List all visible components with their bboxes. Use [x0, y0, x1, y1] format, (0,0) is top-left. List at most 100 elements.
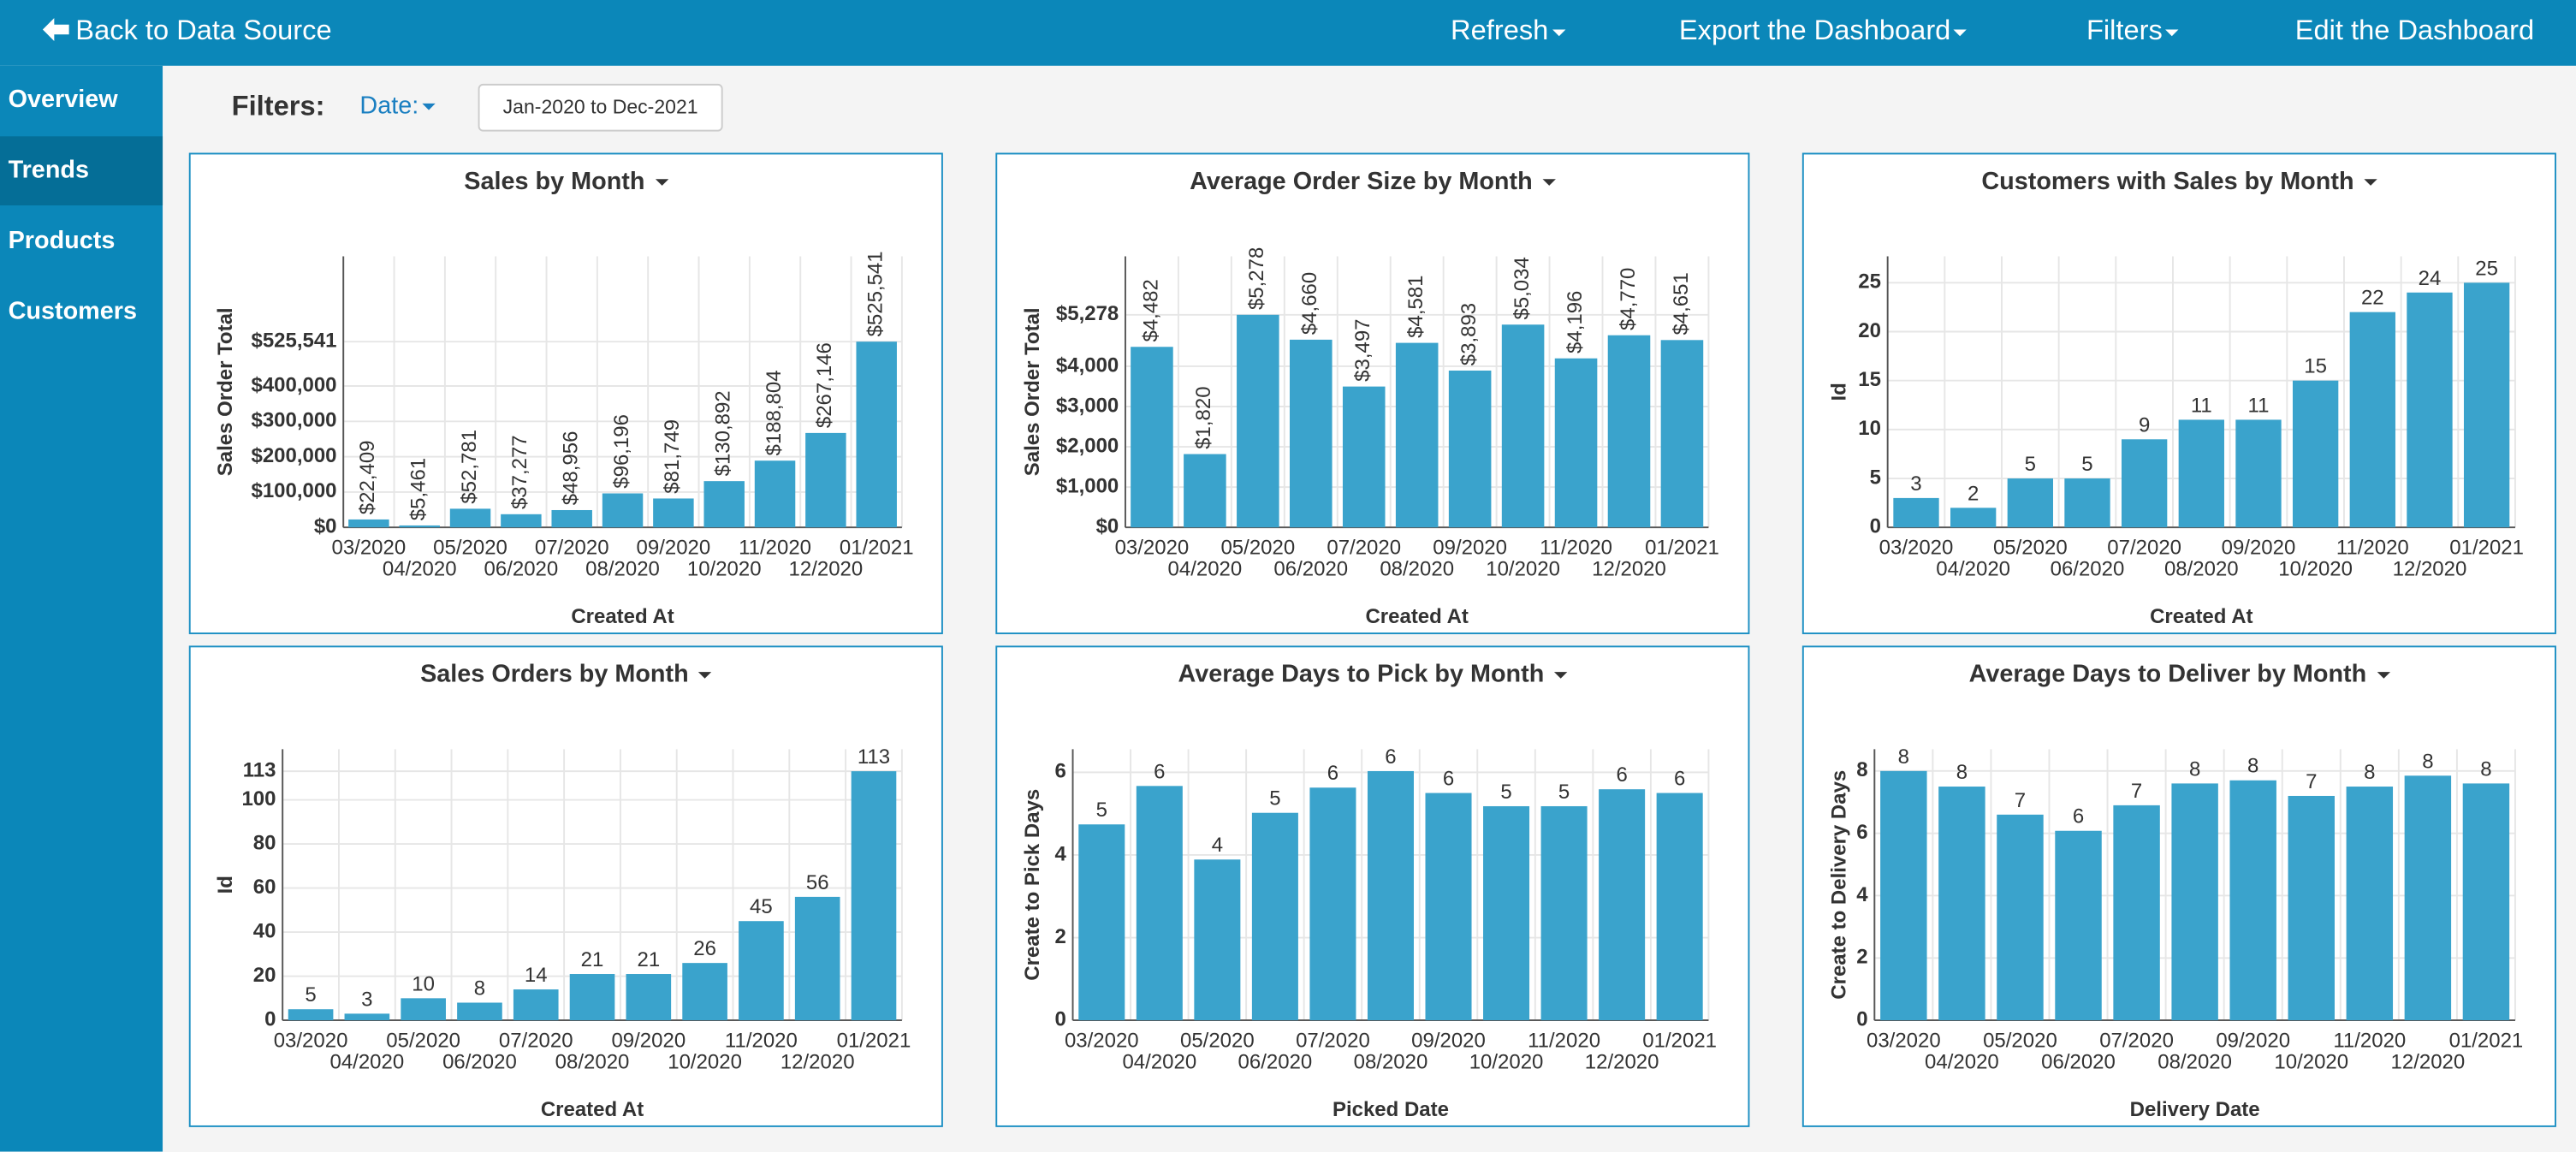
x-tick-label: 08/2020	[585, 557, 660, 580]
bar	[1540, 805, 1588, 1021]
chart: 0 5 10 15 20 25 3 03/2020 2 04/2020 5 05/2020 5 06/20…	[1827, 256, 2524, 628]
x-tick-label: 09/2020	[2222, 537, 2296, 560]
value-label: $267,146	[813, 342, 836, 428]
y-tick-label: 20	[1858, 319, 1881, 342]
y-tick-label: 0	[1856, 1007, 1867, 1030]
value-label: 3	[361, 988, 372, 1011]
bar	[1078, 824, 1125, 1021]
chart-title-text: Average Days to Pick by Month	[1178, 660, 1545, 689]
value-label: 2	[1968, 482, 1979, 505]
x-tick-label: 11/2020	[1540, 537, 1612, 560]
value-label: 4	[1212, 834, 1223, 857]
value-label: $52,781	[458, 430, 481, 504]
x-tick-label: 05/2020	[433, 537, 507, 560]
value-label: $4,651	[1670, 272, 1693, 335]
x-tick-label: 11/2020	[2336, 537, 2409, 560]
nav-item[interactable]: Trends	[0, 136, 163, 205]
value-label: 8	[2422, 750, 2433, 773]
y-tick-label: 0	[1870, 515, 1881, 538]
value-label: $525,541	[864, 251, 887, 336]
bar	[2121, 439, 2168, 528]
value-label: 5	[1500, 781, 1511, 804]
x-tick-label: 04/2020	[1122, 1050, 1196, 1073]
value-label: $22,409	[356, 440, 379, 514]
chart: 0 2 4 6 8 8 03/2020 8 04/2020 7 05/2020 6 06/2020 7 07…	[1827, 745, 2524, 1121]
x-tick-label: 07/2020	[535, 537, 609, 560]
x-tick-label: 04/2020	[1168, 557, 1243, 580]
chart-panel: Sales Orders by Month 0 20 40 60 80 100 113 5 03/…	[188, 645, 943, 1127]
value-label: 8	[1956, 761, 1968, 784]
y-tick-label: 15	[1858, 368, 1881, 391]
bar	[805, 432, 846, 528]
y-tick-label: $300,000	[251, 409, 336, 432]
bar	[348, 519, 389, 528]
value-label: 6	[1443, 768, 1454, 791]
x-tick-label: 06/2020	[484, 557, 559, 580]
chart-title: Sales by Month	[191, 168, 941, 196]
chart-title-text: Average Order Size by Month	[1190, 167, 1533, 196]
bar	[1251, 812, 1298, 1021]
bar	[2288, 795, 2335, 1021]
bar	[1656, 793, 1703, 1021]
x-axis-label: Created At	[571, 605, 674, 628]
x-tick-label: 11/2020	[1528, 1029, 1600, 1052]
x-tick-label: 07/2020	[2107, 537, 2181, 560]
bar	[1950, 508, 1997, 528]
y-tick-label: $0	[1096, 515, 1119, 538]
bar	[739, 921, 784, 1021]
back-arrow-icon[interactable]	[39, 15, 72, 47]
bar	[1997, 814, 2044, 1021]
chart-title: Customers with Sales by Month	[1804, 168, 2555, 196]
bar	[1290, 339, 1333, 528]
value-label: 5	[2025, 453, 2036, 476]
bar	[794, 896, 840, 1021]
bar	[551, 509, 592, 528]
value-label: $4,196	[1564, 291, 1587, 353]
bar	[1309, 787, 1356, 1021]
x-tick-label: 01/2021	[2449, 1029, 2524, 1052]
value-label: 8	[2480, 757, 2491, 781]
edit-dashboard[interactable]: Edit the Dashboard	[2294, 15, 2535, 46]
nav-item[interactable]: Customers	[8, 297, 138, 326]
bar	[1184, 454, 1226, 528]
x-tick-label: 10/2020	[1486, 557, 1560, 580]
value-label: $188,804	[763, 370, 786, 455]
value-label: $5,278	[1245, 247, 1268, 310]
value-label: $5,461	[407, 458, 430, 520]
bar	[754, 460, 796, 528]
bar	[1237, 314, 1279, 528]
back-link[interactable]: Back to Data Source	[75, 15, 332, 46]
date-filter[interactable]: Date:	[359, 92, 435, 120]
filters-menu[interactable]: Filters	[2086, 15, 2179, 47]
value-label: 8	[2364, 761, 2375, 784]
value-label: 11	[2191, 394, 2212, 417]
export-menu[interactable]: Export the Dashboard	[1679, 15, 1968, 47]
value-label: 8	[2247, 755, 2258, 778]
value-label: $4,660	[1298, 272, 1321, 335]
chart-panel: Customers with Sales by Month 0 5 10 15 20 25 3…	[1801, 152, 2556, 634]
x-tick-label: 05/2020	[1220, 537, 1295, 560]
x-tick-label: 11/2020	[739, 537, 811, 560]
nav-item[interactable]: Products	[8, 226, 116, 255]
chart-title-text: Sales by Month	[464, 167, 645, 196]
bar	[626, 974, 672, 1021]
bar	[682, 963, 727, 1021]
x-tick-label: 12/2020	[781, 1050, 855, 1073]
bar	[2055, 830, 2102, 1021]
x-tick-label: 08/2020	[2158, 1050, 2232, 1073]
value-label: 14	[525, 964, 548, 987]
x-tick-label: 04/2020	[330, 1050, 405, 1073]
refresh-menu[interactable]: Refresh	[1451, 15, 1564, 47]
bar	[703, 481, 745, 528]
x-tick-label: 03/2020	[274, 1029, 348, 1052]
date-range-input[interactable]: Jan-2020 to Dec-2021	[478, 83, 723, 132]
bar	[2463, 282, 2510, 528]
x-tick-label: 09/2020	[1411, 1029, 1486, 1052]
bar	[2113, 805, 2160, 1021]
value-label: 6	[2073, 805, 2084, 828]
value-label: $4,482	[1139, 279, 1162, 341]
y-tick-label: $200,000	[251, 444, 336, 467]
nav-item[interactable]: Overview	[8, 85, 118, 114]
bar	[1660, 340, 1704, 528]
